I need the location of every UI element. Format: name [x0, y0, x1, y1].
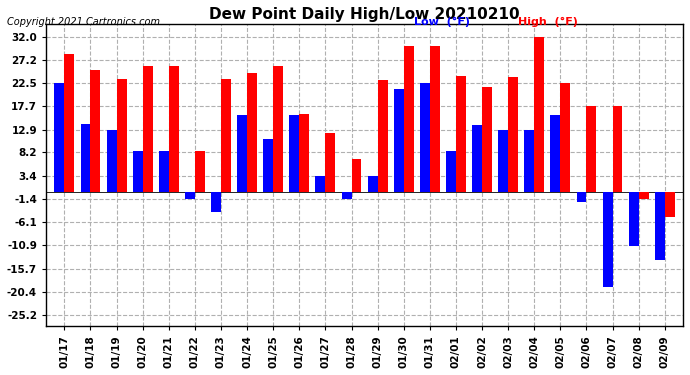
Bar [117, 78, 126, 192]
Bar [551, 116, 560, 192]
Bar [534, 37, 544, 192]
Text: Low  (°F): Low (°F) [414, 17, 470, 27]
Bar [577, 192, 586, 202]
Bar [55, 83, 64, 192]
Bar [237, 116, 247, 192]
Bar [342, 192, 351, 199]
Bar [326, 133, 335, 192]
Bar [560, 83, 570, 192]
Bar [132, 150, 143, 192]
Bar [430, 46, 440, 192]
Bar [81, 124, 90, 192]
Bar [221, 78, 231, 192]
Bar [394, 89, 404, 192]
Bar [315, 176, 326, 192]
Bar [472, 125, 482, 192]
Bar [273, 66, 283, 192]
Bar [639, 192, 649, 199]
Bar [377, 81, 388, 192]
Bar [289, 116, 299, 192]
Bar [159, 150, 169, 192]
Bar [586, 106, 596, 192]
Bar [247, 73, 257, 192]
Title: Dew Point Daily High/Low 20210210: Dew Point Daily High/Low 20210210 [209, 7, 520, 22]
Bar [629, 192, 639, 246]
Bar [524, 130, 534, 192]
Bar [613, 106, 622, 192]
Bar [264, 139, 273, 192]
Bar [299, 114, 309, 192]
Bar [655, 192, 664, 261]
Bar [90, 70, 101, 192]
Bar [404, 46, 413, 192]
Bar [420, 83, 430, 192]
Bar [185, 192, 195, 199]
Bar [107, 130, 117, 192]
Bar [211, 192, 221, 212]
Text: High  (°F): High (°F) [518, 17, 578, 27]
Bar [446, 150, 456, 192]
Bar [456, 76, 466, 192]
Bar [664, 192, 675, 217]
Text: Copyright 2021 Cartronics.com: Copyright 2021 Cartronics.com [7, 17, 160, 27]
Bar [143, 66, 152, 192]
Bar [498, 130, 508, 192]
Bar [508, 76, 518, 192]
Bar [482, 87, 492, 192]
Bar [351, 159, 362, 192]
Bar [64, 54, 75, 192]
Bar [602, 192, 613, 287]
Bar [368, 176, 377, 192]
Bar [195, 150, 205, 192]
Bar [169, 66, 179, 192]
